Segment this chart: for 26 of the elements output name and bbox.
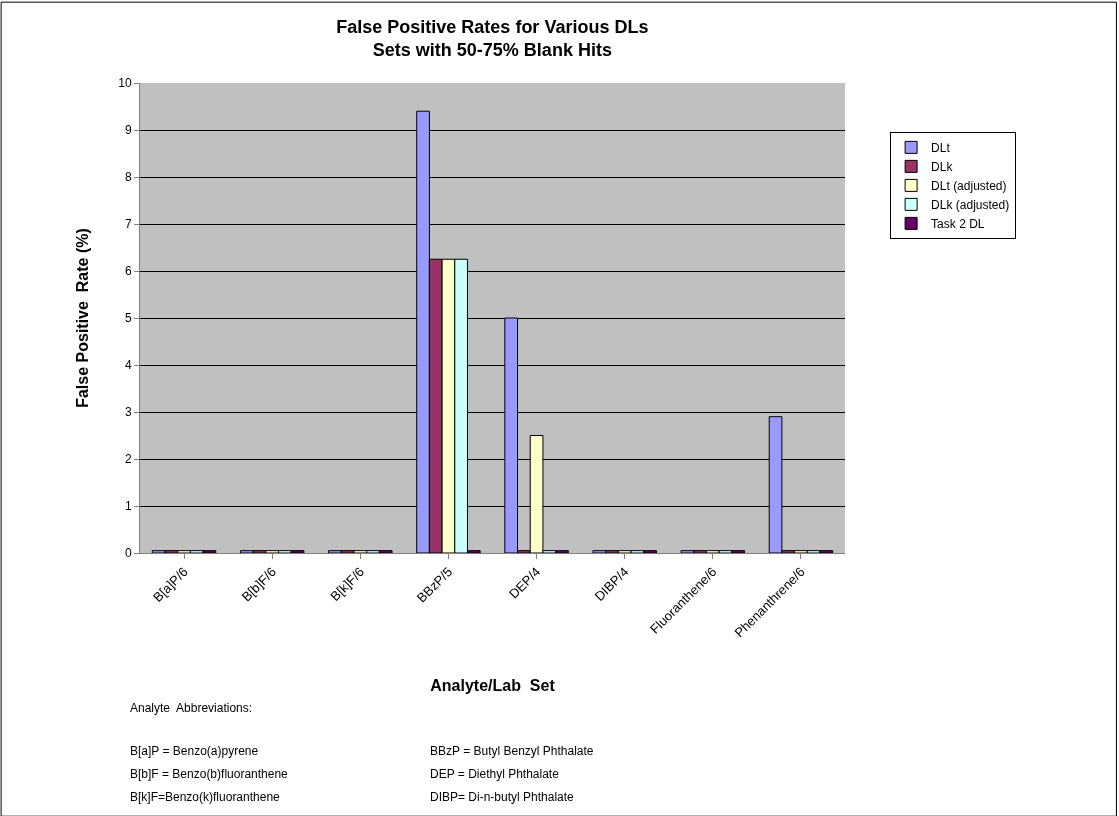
text: DEP = Diethyl Phthalate (430, 767, 560, 781)
y-tick-label: 5 (124, 311, 132, 326)
y-axis-title: False Positive Rate (%) (74, 228, 92, 408)
legend-label: DLt (931, 141, 951, 156)
y-tick-label: 3 (124, 405, 132, 420)
legend-label: DLt (adjusted) (931, 179, 1007, 194)
text: Analyte Abbreviations: (130, 701, 253, 715)
text: B[k]F=Benzo(k)fluoranthene (130, 790, 281, 804)
legend-label: Task 2 DL (931, 217, 985, 232)
chart-title: False Positive Rates for Various DLs Sets with 50-75% Blank Hits (336, 16, 649, 61)
y-tick-label: 2 (124, 452, 132, 467)
text: B[a]P = Benzo(a)pyrene (130, 744, 259, 758)
legend-label: DLk (931, 160, 954, 175)
y-tick-label: 9 (124, 123, 132, 138)
text: B[b]F = Benzo(b)fluoranthene (130, 767, 289, 781)
text: BBzP = Butyl Benzyl Phthalate (430, 744, 594, 758)
y-tick-label: 1 (124, 499, 132, 514)
y-tick-label: 4 (124, 358, 132, 373)
y-tick-label: 7 (124, 217, 132, 232)
legend-label: DLk (adjusted) (931, 198, 1010, 213)
y-tick-label: 0 (124, 546, 132, 561)
text: DIBP= Di-n-butyl Phthalate (430, 790, 575, 804)
y-tick-label: 6 (124, 264, 132, 279)
x-axis-title: Analyte/Lab Set (430, 676, 556, 694)
y-tick-label: 10 (118, 76, 132, 91)
y-tick-label: 8 (124, 170, 132, 185)
